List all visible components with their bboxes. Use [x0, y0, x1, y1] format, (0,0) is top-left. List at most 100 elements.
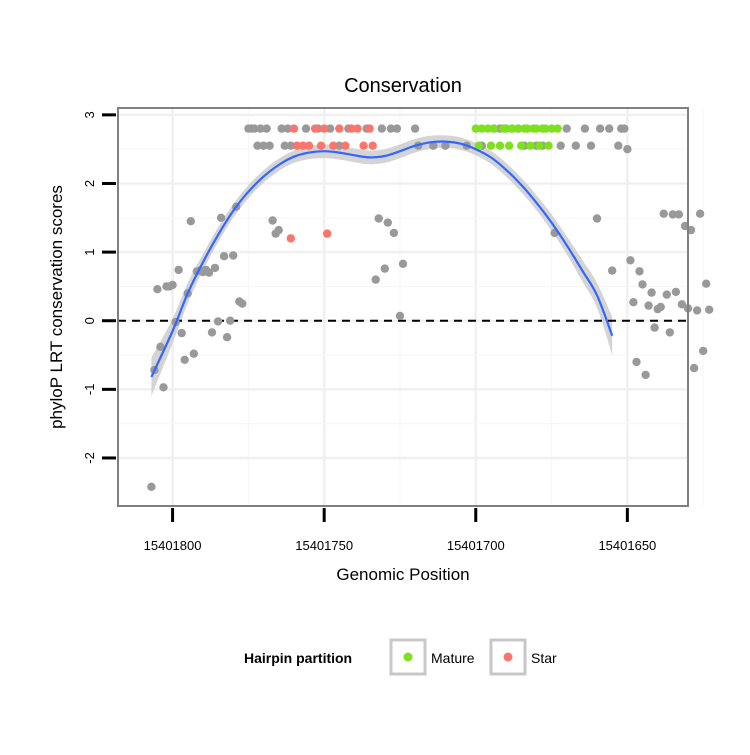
gridlines — [118, 108, 704, 506]
data-point-other — [644, 301, 653, 310]
y-tick-label: -1 — [82, 384, 97, 396]
data-point-mature — [504, 141, 514, 150]
data-point-other — [689, 363, 699, 373]
data-point-other — [256, 124, 265, 133]
data-point-star — [353, 124, 362, 133]
data-point-other — [371, 275, 380, 284]
data-point-star — [320, 124, 329, 133]
data-point-other — [283, 124, 292, 133]
data-point-other — [665, 328, 674, 337]
data-point-other — [662, 290, 671, 299]
data-point-other — [398, 259, 408, 268]
data-point-mature — [526, 141, 535, 150]
y-tick-label: 2 — [82, 180, 97, 187]
data-point-other — [156, 342, 165, 351]
y-tick-label: 1 — [82, 248, 97, 255]
x-tick-label: 15401700 — [447, 538, 505, 553]
data-point-mature — [532, 124, 541, 133]
data-point-mature — [501, 124, 511, 133]
data-point-star — [298, 141, 308, 150]
data-point-other — [562, 124, 571, 133]
data-point-other — [699, 346, 708, 356]
data-point-other — [265, 141, 274, 150]
data-point-other — [259, 141, 268, 150]
data-point-other — [392, 124, 402, 133]
data-point-other — [174, 265, 183, 275]
data-point-star — [310, 124, 320, 133]
data-point-mature — [547, 124, 556, 133]
legend-title: Hairpin partition — [244, 650, 352, 666]
data-point-other — [668, 210, 677, 219]
data-point-other — [280, 141, 289, 150]
data-point-star — [289, 124, 299, 133]
data-point-star — [368, 141, 377, 150]
data-point-mature — [544, 141, 553, 150]
data-point-other — [674, 210, 684, 219]
data-point-star — [335, 124, 344, 133]
legend-label-star: Star — [531, 650, 557, 666]
smooth-curve — [150, 140, 614, 378]
data-point-other — [274, 225, 283, 235]
data-point-other — [659, 209, 668, 218]
data-point-other — [592, 214, 602, 223]
data-point-other — [216, 213, 226, 222]
data-point-other — [204, 268, 214, 277]
data-point-other — [262, 124, 271, 133]
legend-label-mature: Mature — [431, 650, 475, 666]
loess-fit-line — [150, 140, 614, 378]
data-point-star — [316, 141, 326, 150]
data-point-other — [222, 333, 232, 342]
data-point-star — [286, 234, 295, 243]
data-point-other — [580, 124, 590, 133]
data-point-other — [226, 316, 235, 325]
data-point-other — [395, 311, 405, 321]
x-tick-label: 15401750 — [295, 538, 353, 553]
data-point-other — [671, 287, 681, 297]
data-point-mature — [517, 141, 526, 150]
data-point-other — [656, 302, 665, 312]
legend-symbol-star — [503, 652, 513, 662]
data-point-other — [335, 141, 344, 150]
data-point-mature — [474, 141, 483, 150]
data-point-other — [620, 124, 629, 133]
y-axis: -2 -1 0 1 2 3 — [82, 111, 116, 464]
data-point-other — [410, 124, 420, 133]
data-point-mature — [523, 124, 532, 133]
data-point-other — [326, 124, 335, 133]
data-point-other — [207, 328, 217, 337]
legend-symbol-mature — [403, 652, 413, 662]
data-point-other — [374, 214, 383, 223]
data-point-other — [219, 252, 229, 261]
data-point-other — [186, 217, 195, 226]
data-point-other — [229, 251, 238, 260]
data-point-other — [705, 305, 714, 314]
data-point-other — [695, 209, 705, 218]
data-point-other — [210, 263, 220, 273]
data-points — [147, 124, 714, 491]
data-point-other — [377, 124, 386, 133]
data-point-other — [250, 124, 259, 133]
data-point-other — [177, 328, 186, 338]
data-point-other — [556, 141, 565, 150]
data-point-star — [304, 141, 314, 150]
data-point-other — [153, 285, 162, 294]
data-point-other — [253, 141, 262, 150]
data-point-mature — [477, 124, 486, 133]
data-point-star — [323, 229, 332, 238]
data-point-other — [626, 256, 635, 265]
data-point-other — [629, 298, 638, 307]
data-point-star — [341, 141, 350, 150]
y-tick-label: 3 — [82, 111, 97, 118]
data-point-other — [386, 124, 396, 133]
data-point-mature — [541, 124, 550, 133]
data-point-other — [650, 323, 659, 332]
data-point-other — [571, 141, 580, 150]
x-axis: 15401800 15401750 15401700 15401650 — [144, 508, 656, 553]
data-point-other — [180, 355, 189, 364]
data-point-other — [147, 482, 156, 491]
data-point-other — [641, 370, 650, 380]
data-point-other — [286, 141, 295, 150]
x-tick-label: 15401800 — [144, 538, 202, 553]
y-tick-label: -2 — [82, 452, 97, 464]
data-point-other — [168, 280, 177, 290]
